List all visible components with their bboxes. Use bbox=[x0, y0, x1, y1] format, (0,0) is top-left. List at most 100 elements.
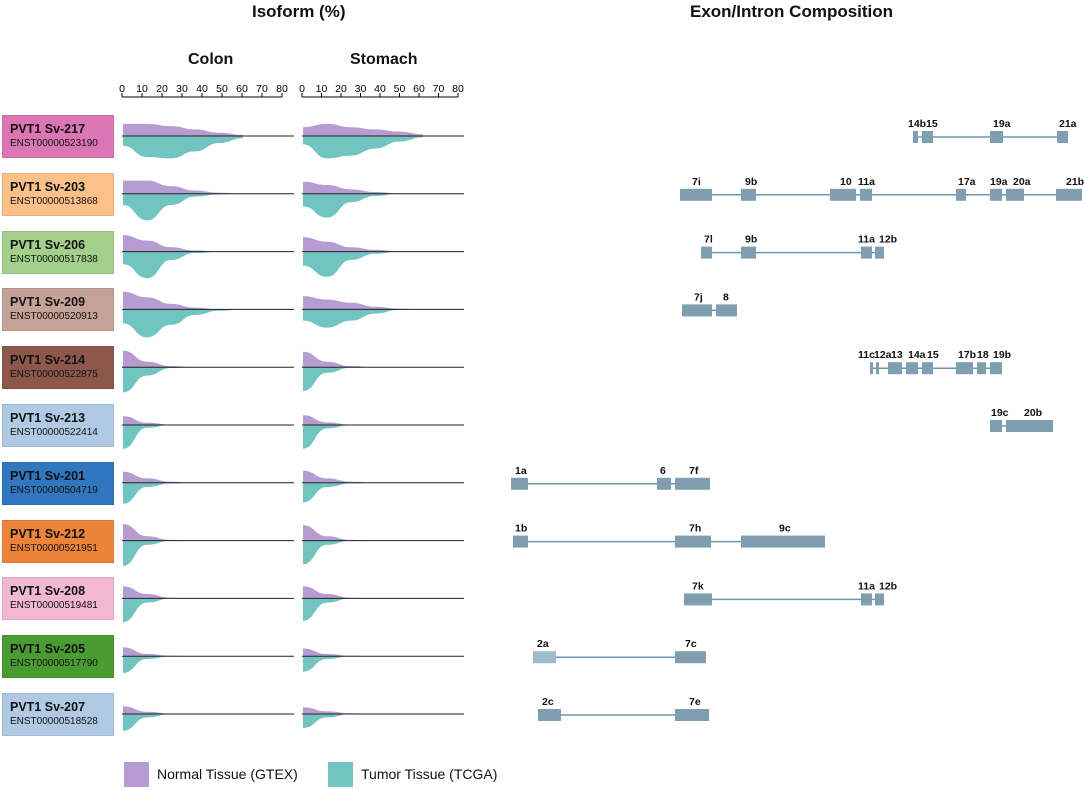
isoform-label: PVT1 Sv-217 ENST00000523190 bbox=[2, 115, 114, 158]
tumor-distribution-stomach bbox=[303, 193, 423, 218]
isoform-name: PVT1 Sv-212 bbox=[10, 526, 86, 541]
isoform-name: PVT1 Sv-209 bbox=[10, 295, 86, 310]
isoform-ensembl-id: ENST00000513868 bbox=[10, 195, 98, 207]
exon-label: 19a bbox=[993, 118, 1011, 130]
isoform-ensembl-id: ENST00000517790 bbox=[10, 658, 98, 670]
tumor-distribution-colon bbox=[123, 540, 243, 566]
axis-tick-label-stomach: 70 bbox=[433, 83, 445, 95]
exon-block bbox=[906, 362, 918, 375]
axis-tick-label-stomach: 20 bbox=[335, 83, 347, 95]
exon-block bbox=[511, 477, 528, 490]
tumor-distribution-stomach bbox=[303, 714, 423, 728]
axis-tick-label-stomach: 80 bbox=[452, 83, 464, 95]
exon-block bbox=[657, 477, 671, 490]
exon-label: 20b bbox=[1024, 407, 1042, 419]
exon-label: 17b bbox=[958, 349, 976, 361]
tumor-distribution-stomach bbox=[303, 136, 423, 159]
normal-distribution-stomach bbox=[303, 525, 423, 541]
isoform-label: PVT1 Sv-206 ENST00000517838 bbox=[2, 230, 114, 274]
exon-label: 21b bbox=[1066, 176, 1084, 188]
tumor-distribution-colon bbox=[123, 482, 243, 504]
legend-tumor-label: Tumor Tissue (TCGA) bbox=[361, 766, 498, 782]
exon-block bbox=[741, 535, 825, 548]
tumor-distribution-stomach bbox=[303, 598, 423, 621]
exon-label: 18 bbox=[977, 349, 989, 361]
isoform-ensembl-id: ENST00000522414 bbox=[10, 427, 98, 438]
axis-tick-label-stomach: 30 bbox=[355, 83, 367, 95]
axis-tick-label-stomach: 50 bbox=[394, 83, 406, 95]
exon-block bbox=[675, 651, 706, 664]
normal-distribution-stomach bbox=[303, 181, 423, 194]
isoform-ensembl-id: ENST00000519481 bbox=[10, 600, 98, 612]
isoform-name: PVT1 Sv-205 bbox=[10, 642, 86, 657]
normal-distribution-colon bbox=[123, 586, 243, 599]
axis-tick-label-stomach: 0 bbox=[299, 83, 305, 95]
isoform-label: PVT1 Sv-201 ENST00000504719 bbox=[2, 461, 114, 505]
isoform-name: PVT1 Sv-203 bbox=[10, 179, 86, 194]
exon-label: 17a bbox=[958, 176, 976, 188]
isoform-name: PVT1 Sv-201 bbox=[10, 468, 86, 483]
normal-distribution-stomach bbox=[303, 470, 423, 483]
exon-block bbox=[922, 131, 933, 143]
exon-label: 7h bbox=[689, 523, 701, 535]
exon-block bbox=[956, 362, 973, 375]
tumor-distribution-stomach bbox=[303, 482, 423, 503]
isoform-label: PVT1 Sv-208 ENST00000519481 bbox=[2, 577, 114, 621]
exon-label: 2a bbox=[537, 638, 549, 650]
exon-block bbox=[741, 246, 756, 259]
exon-label: 2c bbox=[542, 696, 554, 708]
axis-tick-label-stomach: 40 bbox=[374, 83, 386, 95]
normal-distribution-stomach bbox=[303, 707, 423, 714]
tumor-distribution-colon bbox=[123, 367, 243, 393]
isoform-ensembl-id: ENST00000523190 bbox=[10, 138, 98, 149]
exon-label: 7l bbox=[704, 234, 713, 246]
normal-distribution-stomach bbox=[303, 237, 423, 252]
exon-label: 9b bbox=[745, 176, 757, 188]
exon-block bbox=[876, 362, 879, 375]
exon-label: 12a bbox=[874, 349, 892, 361]
isoform-axes: 0 10 20 30 40 50 60 70 80 0 10 20 30 40 50 60 70 80 bbox=[119, 83, 464, 98]
exon-block bbox=[875, 593, 884, 606]
exon-label: 7j bbox=[694, 291, 703, 303]
isoform-section-title: Isoform (%) bbox=[252, 2, 346, 21]
tumor-distribution-colon bbox=[123, 598, 243, 623]
exon-label: 9b bbox=[745, 234, 757, 246]
isoform-label: PVT1 Sv-213 ENST00000522414 bbox=[2, 404, 114, 447]
isoform-label: PVT1 Sv-214 ENST00000522875 bbox=[2, 346, 114, 390]
normal-distribution-colon bbox=[123, 471, 243, 483]
axis-tick-label-colon: 40 bbox=[196, 83, 208, 95]
exon-label: 11c bbox=[858, 349, 875, 361]
normal-distribution-stomach bbox=[303, 415, 423, 425]
exon-block bbox=[922, 362, 933, 375]
exon-block bbox=[888, 362, 902, 375]
normal-distribution-colon bbox=[123, 416, 243, 425]
isoform-distributions bbox=[122, 123, 464, 731]
exon-label: 20a bbox=[1013, 176, 1031, 188]
isoform-name: PVT1 Sv-207 bbox=[10, 700, 86, 714]
exon-block bbox=[533, 651, 556, 664]
normal-distribution-colon bbox=[123, 647, 243, 657]
legend-normal-swatch bbox=[124, 762, 149, 787]
exon-label: 7e bbox=[689, 696, 701, 708]
isoform-name: PVT1 Sv-214 bbox=[10, 353, 86, 368]
exon-block bbox=[860, 188, 872, 201]
exon-block bbox=[675, 535, 711, 548]
exon-block bbox=[1056, 188, 1082, 201]
isoform-ensembl-id: ENST00000517838 bbox=[10, 253, 98, 265]
exon-block bbox=[675, 709, 709, 721]
axis-tick-label-colon: 0 bbox=[119, 83, 125, 95]
tumor-distribution-colon bbox=[123, 656, 243, 673]
exon-block bbox=[990, 188, 1002, 201]
axis-tick-label-colon: 30 bbox=[176, 83, 188, 95]
exon-label: 12b bbox=[879, 580, 897, 592]
tumor-distribution-colon bbox=[123, 251, 243, 279]
exon-label: 11a bbox=[858, 176, 875, 188]
isoform-label: PVT1 Sv-203 ENST00000513868 bbox=[2, 172, 114, 216]
tumor-distribution-stomach bbox=[303, 251, 423, 277]
legend-normal-label: Normal Tissue (GTEX) bbox=[157, 766, 298, 782]
normal-distribution-stomach bbox=[303, 586, 423, 599]
isoform-ensembl-id: ENST00000504719 bbox=[10, 484, 98, 496]
exon-block bbox=[861, 246, 872, 259]
isoform-label: PVT1 Sv-205 ENST00000517790 bbox=[2, 635, 114, 679]
tumor-distribution-colon bbox=[123, 136, 243, 159]
